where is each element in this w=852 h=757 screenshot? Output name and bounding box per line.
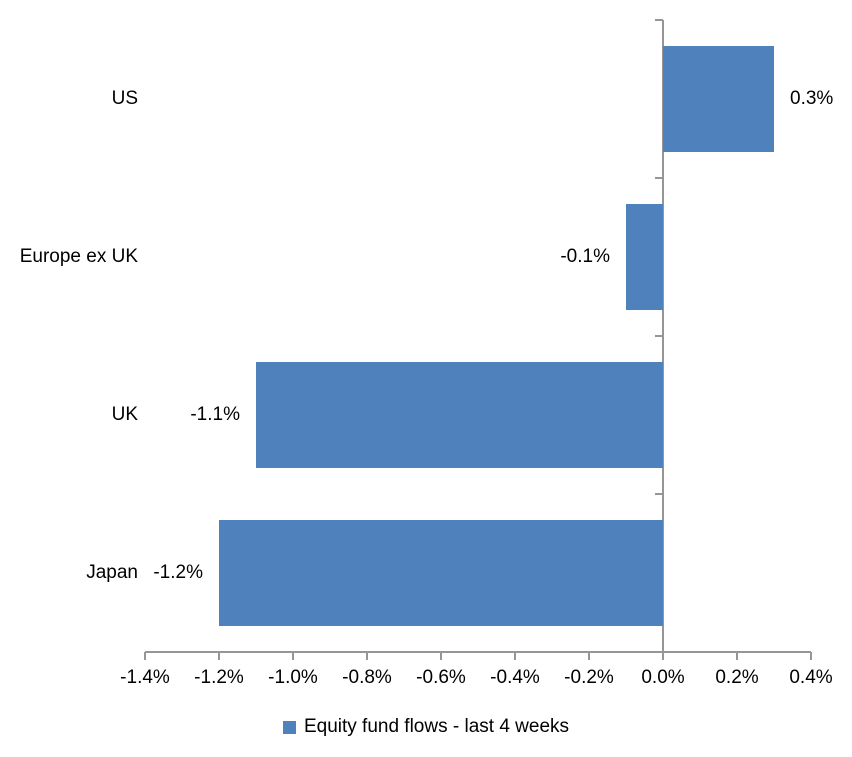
x-tick-label-08-neg: -0.8%: [342, 667, 392, 688]
category-label-uk: UK: [111, 404, 138, 425]
bar-europe-ex-uk: [626, 204, 663, 310]
x-tick-label-12-neg: -1.2%: [194, 667, 244, 688]
legend-series-label: Equity fund flows - last 4 weeks: [303, 716, 570, 737]
x-tick-label-06-neg: -0.6%: [416, 667, 466, 688]
x-tick-label-04-neg: -0.4%: [490, 667, 540, 688]
category-label-us: US: [111, 88, 138, 109]
category-label-europe-ex-uk: Europe ex UK: [19, 246, 138, 267]
data-label-japan: -1.2%: [153, 562, 203, 583]
legend: Equity fund flows - last 4 weeks: [0, 714, 852, 740]
legend-color-swatch: [282, 720, 296, 734]
x-tick-label-10-neg: -1.0%: [268, 667, 318, 688]
bar-japan: [219, 520, 663, 626]
bar-uk: [256, 362, 663, 468]
category-label-japan: Japan: [86, 562, 138, 583]
x-tick-label-02-neg: -0.2%: [564, 667, 614, 688]
x-tick-label-02: 0.2%: [715, 667, 759, 688]
x-tick-label-14-neg: -1.4%: [120, 667, 170, 688]
data-label-europe-ex-uk: -0.1%: [560, 246, 610, 267]
bar-us: [663, 46, 774, 152]
data-label-uk: -1.1%: [190, 404, 240, 425]
x-tick-label-00: 0.0%: [641, 667, 685, 688]
data-label-us: 0.3%: [790, 88, 834, 109]
x-tick-label-04: 0.4%: [789, 667, 833, 688]
